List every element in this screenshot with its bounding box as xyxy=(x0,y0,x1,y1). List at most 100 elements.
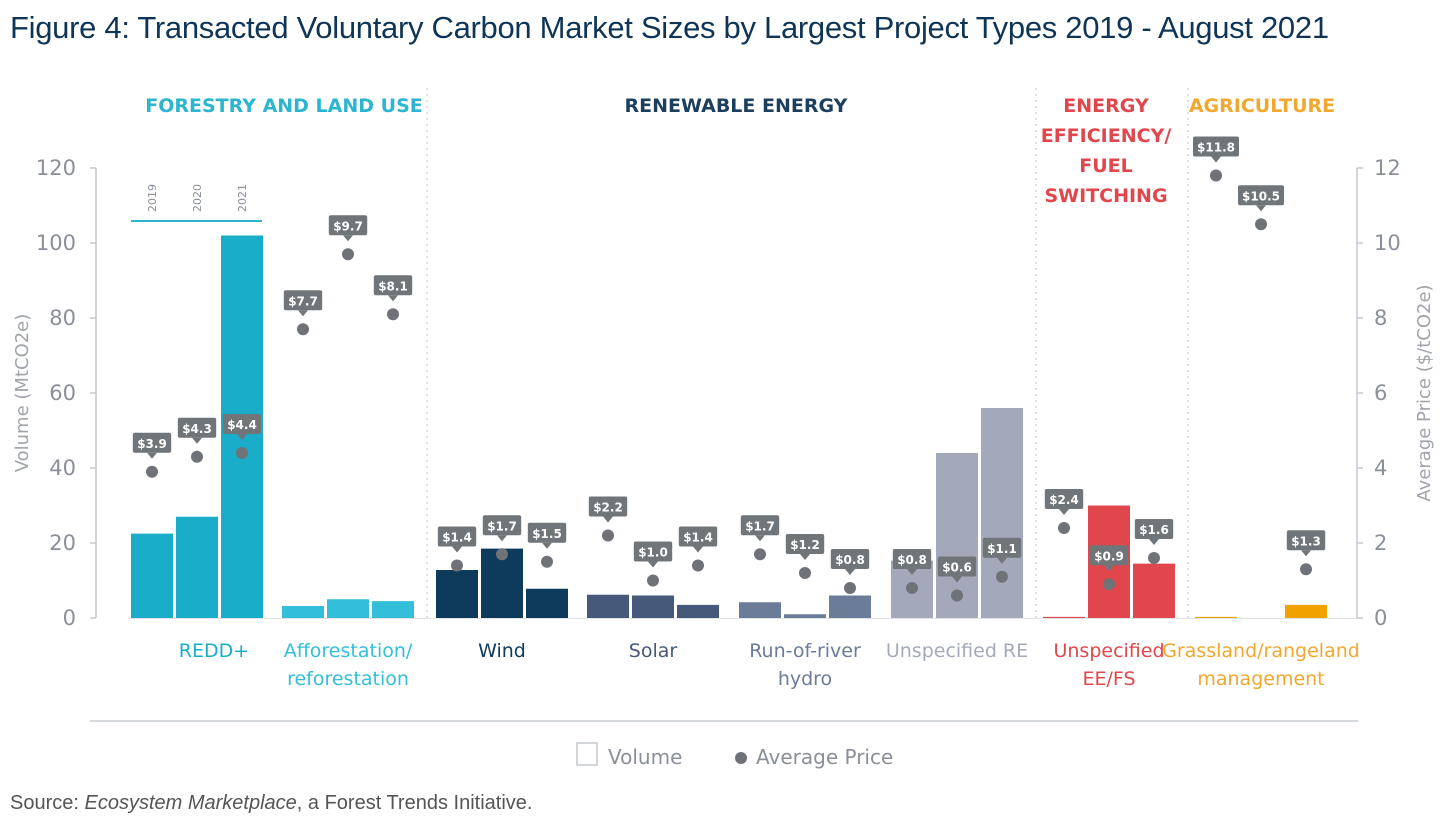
category-label: EE/FS xyxy=(1082,668,1135,690)
price-point xyxy=(451,559,463,572)
y-axis-left-tick-label: 20 xyxy=(49,531,76,555)
price-label-pointer xyxy=(1301,550,1311,557)
price-label: $1.7 xyxy=(745,519,775,533)
category-label: Run-of-river xyxy=(749,640,861,662)
year-label: 2020 xyxy=(191,184,204,212)
price-point xyxy=(1210,169,1222,182)
price-label: $8.1 xyxy=(378,279,408,293)
price-label-box xyxy=(982,537,1022,558)
volume-bar xyxy=(1043,616,1085,619)
source-prefix: Source: xyxy=(10,792,85,814)
price-label-box xyxy=(678,526,718,547)
volume-bar xyxy=(739,602,781,618)
volume-bar xyxy=(327,599,369,618)
category-label: Solar xyxy=(629,640,678,662)
price-label-box xyxy=(1134,519,1174,539)
price-point xyxy=(541,555,553,568)
price-label: $2.2 xyxy=(593,501,623,515)
y-axis-right-tick-label: 12 xyxy=(1374,156,1401,180)
year-label: 2021 xyxy=(236,184,249,212)
price-label-pointer xyxy=(1256,205,1266,212)
price-point xyxy=(692,559,704,572)
legend-volume-swatch xyxy=(576,742,598,766)
price-label-box xyxy=(830,549,870,569)
price-label: $1.6 xyxy=(1139,523,1169,537)
source-line: Source: Ecosystem Marketplace, a Forest … xyxy=(10,792,532,815)
price-point xyxy=(602,529,614,542)
y-axis-left-tick-label: 80 xyxy=(49,306,76,330)
price-label-box xyxy=(177,417,217,438)
price-label-box xyxy=(1089,545,1129,566)
price-label-pointer xyxy=(907,569,917,575)
price-point xyxy=(951,589,963,602)
price-point xyxy=(146,465,158,478)
price-point xyxy=(342,248,354,261)
price-label: $1.0 xyxy=(638,546,668,560)
volume-bar xyxy=(1133,563,1175,618)
price-label: $0.8 xyxy=(835,553,865,567)
price-label-box xyxy=(283,290,323,311)
price-point xyxy=(906,582,918,594)
group-label: AGRICULTURE xyxy=(1189,95,1335,117)
legend-price-label: Average Price xyxy=(756,745,893,769)
volume-bar xyxy=(282,606,324,618)
price-point xyxy=(1255,218,1267,231)
price-label: $4.3 xyxy=(182,422,212,436)
price-label-box xyxy=(937,556,977,577)
y-axis-right-tick-label: 8 xyxy=(1374,306,1387,330)
price-label-pointer xyxy=(497,535,507,542)
legend-price-marker xyxy=(735,752,747,764)
price-label-box xyxy=(633,541,673,562)
price-label: $7.7 xyxy=(288,294,318,308)
price-point xyxy=(496,548,508,561)
y-axis-left-label: Volume (MtCO2e) xyxy=(12,314,33,473)
price-label-box xyxy=(328,215,368,236)
price-label-box xyxy=(588,496,628,517)
y-axis-left-tick-label: 120 xyxy=(36,156,76,180)
price-label-pointer xyxy=(693,546,703,553)
price-label: $1.5 xyxy=(532,527,562,541)
source-suffix: , a Forest Trends Initiative. xyxy=(296,792,533,814)
price-point xyxy=(1103,578,1115,591)
category-label: Afforestation/ xyxy=(284,640,413,662)
y-axis-right-tick-label: 0 xyxy=(1374,606,1387,630)
price-label-pointer xyxy=(603,516,613,523)
volume-bar xyxy=(176,516,218,618)
price-label-pointer xyxy=(1104,565,1114,572)
chart: 0 20 40 60 80 100 120 Volume (MtCO2e) 0 2 4 6 8 10 12 A… xyxy=(12,88,1435,769)
price-label-box xyxy=(437,526,477,547)
price-label-pointer xyxy=(1059,509,1069,515)
category-label: Unspecified RE xyxy=(886,640,1028,662)
group-label: FORESTRY AND LAND USE xyxy=(145,95,423,117)
price-label-box xyxy=(222,414,262,434)
volume-bar xyxy=(436,570,478,618)
volume-bar xyxy=(372,601,414,618)
price-label-box xyxy=(785,534,825,554)
price-label: $2.4 xyxy=(1049,493,1079,507)
volume-bar xyxy=(1195,616,1237,619)
price-label-pointer xyxy=(192,437,202,444)
price-label-box xyxy=(1238,185,1284,206)
legend-volume-label: Volume xyxy=(608,745,682,769)
source-publisher: Ecosystem Marketplace xyxy=(84,792,297,814)
price-label: $1.4 xyxy=(442,531,472,545)
price-point xyxy=(647,574,659,587)
price-label-pointer xyxy=(800,554,810,560)
y-axis-left-tick-label: 60 xyxy=(49,381,76,405)
category-label: REDD+ xyxy=(179,640,249,662)
y-axis-right-label: Average Price ($/tCO2e) xyxy=(1414,284,1435,501)
y-axis-left-tick-label: 40 xyxy=(49,456,76,480)
volume-bar xyxy=(1285,604,1327,618)
y-axis-right-tick-label: 10 xyxy=(1374,231,1401,255)
price-label-box xyxy=(892,549,932,569)
price-point xyxy=(236,447,248,459)
volume-bar xyxy=(829,595,871,618)
price-point xyxy=(191,450,203,463)
price-label-pointer xyxy=(237,434,247,440)
figure-title: Figure 4: Transacted Voluntary Carbon Ma… xyxy=(10,10,1329,45)
group-label: SWITCHING xyxy=(1044,185,1167,207)
price-point xyxy=(297,323,309,336)
price-label-pointer xyxy=(952,576,962,583)
category-label: Wind xyxy=(478,640,526,662)
price-label-box xyxy=(132,432,172,453)
